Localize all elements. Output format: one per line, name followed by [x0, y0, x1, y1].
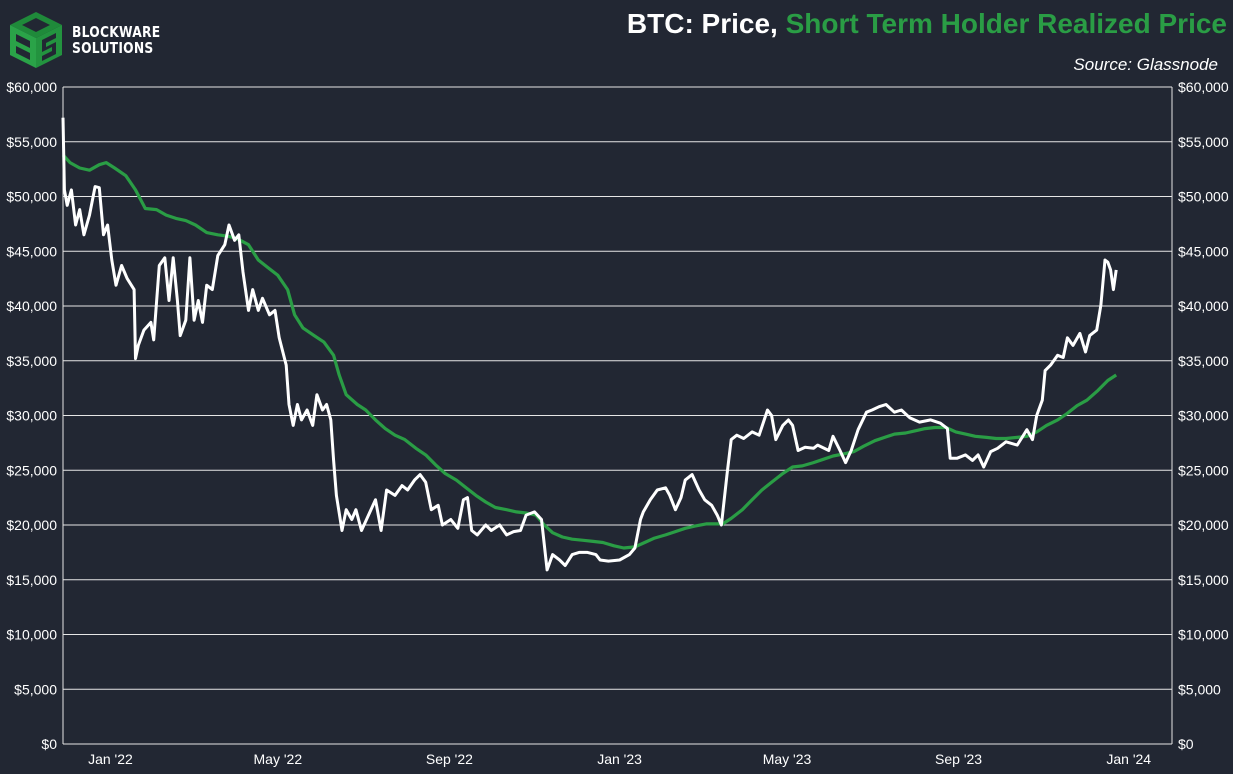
- y-tick-label-left: $25,000: [6, 462, 57, 478]
- y-tick-label-right: $5,000: [1178, 681, 1221, 697]
- y-tick-label-right: $30,000: [1178, 408, 1229, 424]
- chart-source: Source: Glassnode: [1073, 55, 1218, 74]
- x-tick-label: May '22: [254, 751, 303, 767]
- y-tick-label-right: $35,000: [1178, 353, 1229, 369]
- y-tick-label-left: $0: [41, 736, 57, 752]
- x-tick-label: Jan '24: [1106, 751, 1151, 767]
- y-tick-label-left: $60,000: [6, 79, 57, 95]
- logo-line-2: SOLUTIONS: [72, 39, 154, 57]
- x-tick-label: Jan '22: [88, 751, 133, 767]
- y-tick-label-right: $10,000: [1178, 627, 1229, 643]
- logo-text: BLOCKWARE SOLUTIONS: [72, 24, 160, 56]
- y-tick-label-left: $45,000: [6, 243, 57, 259]
- title-price: BTC: Price,: [626, 8, 786, 39]
- y-tick-label-right: $40,000: [1178, 298, 1229, 314]
- x-tick-label: Jan '23: [597, 751, 642, 767]
- y-tick-label-right: $60,000: [1178, 79, 1229, 95]
- y-tick-label-right: $20,000: [1178, 517, 1229, 533]
- x-tick-label: May '23: [763, 751, 812, 767]
- y-tick-label-left: $15,000: [6, 572, 57, 588]
- y-tick-label-left: $50,000: [6, 189, 57, 205]
- x-tick-label: Sep '23: [935, 751, 982, 767]
- y-tick-label-left: $40,000: [6, 298, 57, 314]
- y-tick-label-right: $50,000: [1178, 189, 1229, 205]
- logo-line-1: BLOCKWARE: [72, 23, 161, 41]
- y-tick-label-left: $55,000: [6, 134, 57, 150]
- x-tick-label: Sep '22: [426, 751, 473, 767]
- chart-title: BTC: Price, Short Term Holder Realized P…: [627, 8, 1227, 40]
- y-tick-label-left: $5,000: [14, 681, 57, 697]
- sth-realized-price-line: [61, 153, 1118, 550]
- y-tick-label-right: $45,000: [1178, 243, 1229, 259]
- y-tick-label-left: $30,000: [6, 408, 57, 424]
- title-sth: Short Term Holder Realized Price: [785, 8, 1227, 39]
- y-tick-label-left: $35,000: [6, 353, 57, 369]
- price-line: [61, 117, 1118, 572]
- y-tick-label-right: $0: [1178, 736, 1194, 752]
- cube-logo-icon: [10, 12, 62, 68]
- y-tick-label-right: $15,000: [1178, 572, 1229, 588]
- blockware-logo: BLOCKWARE SOLUTIONS: [8, 10, 180, 70]
- y-tick-label-right: $25,000: [1178, 462, 1229, 478]
- y-tick-label-left: $10,000: [6, 627, 57, 643]
- y-tick-label-right: $55,000: [1178, 134, 1229, 150]
- y-tick-label-left: $20,000: [6, 517, 57, 533]
